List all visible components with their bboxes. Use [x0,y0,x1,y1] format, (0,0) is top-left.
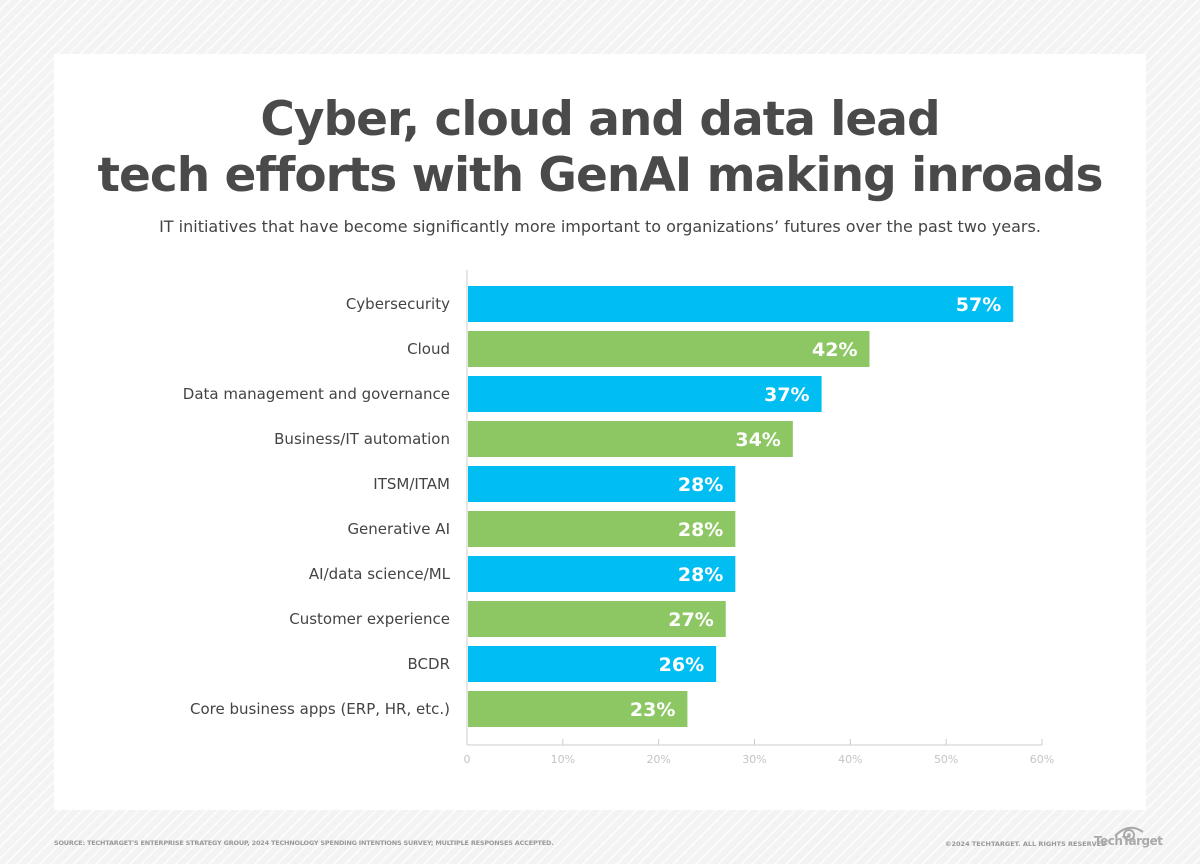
category-label: Cybersecurity [346,295,450,313]
title-line-2: tech efforts with GenAI making inroads [97,148,1104,203]
x-tick-label: 50% [934,753,958,766]
bar [468,646,717,682]
bar [468,691,688,727]
category-label: Data management and governance [183,385,450,403]
chart-subtitle: IT initiatives that have become signific… [159,217,1041,236]
x-tick-label: 60% [1030,753,1054,766]
copyright: ©2024 TECHTARGET. ALL RIGHTS RESERVED [945,840,1107,848]
x-tick-label: 30% [742,753,766,766]
techtarget-logo-text: TechTarget [1094,834,1163,848]
data-label: 23% [630,699,675,721]
data-label: 28% [678,564,723,586]
data-label: 28% [678,519,723,541]
category-label: ITSM/ITAM [373,475,450,493]
category-label: Business/IT automation [274,430,450,448]
bar [468,331,870,367]
category-label: Cloud [407,340,450,358]
bar [468,376,822,412]
data-label: 42% [812,339,857,361]
x-tick-label: 40% [838,753,862,766]
x-tick-label: 10% [551,753,575,766]
bar [468,286,1014,322]
category-label: Core business apps (ERP, HR, etc.) [190,700,450,718]
data-label: 26% [659,654,704,676]
data-label: 57% [956,294,1001,316]
category-label: BCDR [408,655,450,673]
data-label: 37% [764,384,809,406]
title-line-1: Cyber, cloud and data lead [260,92,940,147]
bar [468,421,793,457]
bar [468,466,736,502]
bar [468,511,736,547]
x-tick-label: 0 [464,753,471,766]
category-label: Customer experience [289,610,450,628]
techtarget-eye-logo-icon [1114,826,1144,841]
bar [468,601,726,637]
data-label: 27% [668,609,713,631]
data-label: 28% [678,474,723,496]
data-label: 34% [735,429,780,451]
bar [468,556,736,592]
category-label: Generative AI [347,520,450,538]
x-tick-label: 20% [646,753,670,766]
chart-title: Cyber, cloud and data lead tech efforts … [0,92,1200,204]
category-label: AI/data science/ML [309,565,451,583]
source-note: SOURCE: TECHTARGET'S ENTERPRISE STRATEGY… [54,839,554,847]
